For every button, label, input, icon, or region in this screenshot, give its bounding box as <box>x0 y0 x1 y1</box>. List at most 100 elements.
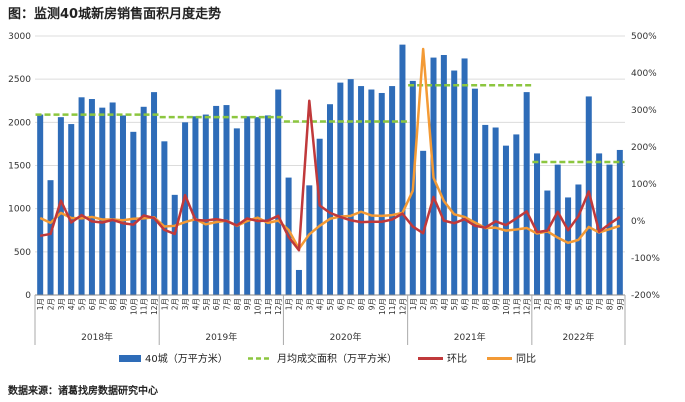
bar <box>565 197 572 295</box>
bar <box>182 122 189 295</box>
x-month-label: 12月 <box>274 298 283 315</box>
bar <box>502 145 509 295</box>
x-month-label: 6月 <box>585 298 594 310</box>
bar <box>358 86 365 295</box>
x-month-label: 8月 <box>357 298 366 310</box>
x-month-label: 4月 <box>316 298 325 310</box>
line-series <box>39 47 621 252</box>
bar-series <box>37 44 623 296</box>
x-month-label: 2月 <box>543 298 552 310</box>
x-month-label: 8月 <box>605 298 614 310</box>
y-right-tick-label: 300% <box>631 106 657 116</box>
x-month-label: 1月 <box>285 298 294 310</box>
x-month-label: 9月 <box>492 298 501 310</box>
bar <box>544 190 551 295</box>
x-month-label: 9月 <box>616 298 625 310</box>
y-right-tick-label: 500% <box>631 32 657 42</box>
x-month-label: 1月 <box>533 298 542 310</box>
x-month-label: 11月 <box>388 298 397 315</box>
bar <box>130 131 137 295</box>
bar <box>492 127 499 295</box>
y-axis-left: 0 500 1000 1500 2000 2500 3000 <box>8 32 31 301</box>
x-axis: 1月 2月 3月 4月 5月 6月 7月 8月 9月 10月 11月 12月 1月 2月 3月 4月 5月 6月 7… <box>34 294 626 345</box>
y-left-tick-label: 500 <box>14 248 31 258</box>
bar <box>534 153 541 295</box>
x-month-label: 10月 <box>129 298 138 315</box>
x-month-label: 2月 <box>171 298 180 310</box>
x-year-label: 2021年 <box>454 331 486 343</box>
y-left-tick-label: 1000 <box>8 205 31 215</box>
x-month-label: 6月 <box>212 298 221 310</box>
x-month-label: 3月 <box>181 298 190 310</box>
bar <box>596 153 603 295</box>
x-month-label: 6月 <box>336 298 345 310</box>
bar <box>523 92 530 295</box>
x-month-label: 8月 <box>109 298 118 310</box>
bar <box>47 180 54 295</box>
bar <box>244 116 251 295</box>
x-month-label: 7月 <box>471 298 480 310</box>
y-right-tick-label: 100% <box>631 180 657 190</box>
x-month-label: 2月 <box>47 298 56 310</box>
y-left-tick-label: 3000 <box>8 32 31 42</box>
y-right-tick-label: -100% <box>631 254 660 264</box>
bar <box>88 99 95 295</box>
bar <box>471 88 478 295</box>
yoy-line <box>39 47 621 250</box>
x-month-label: 10月 <box>502 298 511 315</box>
x-month-label: 11月 <box>140 298 149 315</box>
bar <box>192 116 199 295</box>
x-month-label: 9月 <box>119 298 128 310</box>
bar <box>399 44 406 296</box>
legend: 40城（万平方米） 月均成交面积（万平方米） 环比 同比 <box>119 352 536 365</box>
bar <box>306 185 313 295</box>
x-month-label: 9月 <box>243 298 252 310</box>
x-month-label: 1月 <box>160 298 169 310</box>
bar <box>151 92 158 295</box>
x-month-label: 5月 <box>202 298 211 310</box>
x-month-label: 4月 <box>67 298 76 310</box>
bar <box>109 102 116 295</box>
x-month-label: 12月 <box>398 298 407 315</box>
y-left-tick-label: 2000 <box>8 118 31 128</box>
bar <box>378 92 385 295</box>
x-month-label: 5月 <box>326 298 335 310</box>
x-month-label: 7月 <box>222 298 231 310</box>
mom-line <box>39 99 621 252</box>
bar <box>213 105 220 296</box>
bar <box>161 141 168 295</box>
bar <box>347 79 354 296</box>
x-month-label: 2月 <box>419 298 428 310</box>
x-month-label: 11月 <box>264 298 273 315</box>
x-month-label: 1月 <box>36 298 45 310</box>
x-month-label: 7月 <box>595 298 604 310</box>
bar <box>368 89 375 295</box>
y-left-tick-label: 0 <box>25 291 31 301</box>
y-axis-right: -200% -100% 0% 100% 200% 300% 400% 500% <box>631 32 660 301</box>
x-month-label: 5月 <box>78 298 87 310</box>
bar <box>202 114 209 296</box>
y-left-tick-label: 2500 <box>8 75 31 85</box>
bar <box>99 107 106 295</box>
x-month-label: 7月 <box>347 298 356 310</box>
x-year-label: 2019年 <box>205 331 237 343</box>
x-month-label: 4月 <box>191 298 200 310</box>
y-left-tick-label: 1500 <box>8 162 31 172</box>
bar <box>223 105 230 295</box>
x-month-label: 5月 <box>574 298 583 310</box>
legend-swatch-bar <box>119 355 141 362</box>
bar <box>616 149 623 295</box>
y-right-tick-label: -200% <box>631 291 660 301</box>
bar <box>68 124 75 295</box>
bar <box>326 104 334 295</box>
bar <box>37 114 44 296</box>
bar <box>440 54 447 295</box>
x-month-label: 6月 <box>461 298 470 310</box>
x-month-label: 9月 <box>367 298 376 310</box>
bar <box>461 58 468 295</box>
x-month-label: 3月 <box>554 298 563 310</box>
x-month-label: 2月 <box>295 298 304 310</box>
bar <box>389 86 396 295</box>
x-month-label: 3月 <box>430 298 439 310</box>
x-month-label: 8月 <box>481 298 490 310</box>
